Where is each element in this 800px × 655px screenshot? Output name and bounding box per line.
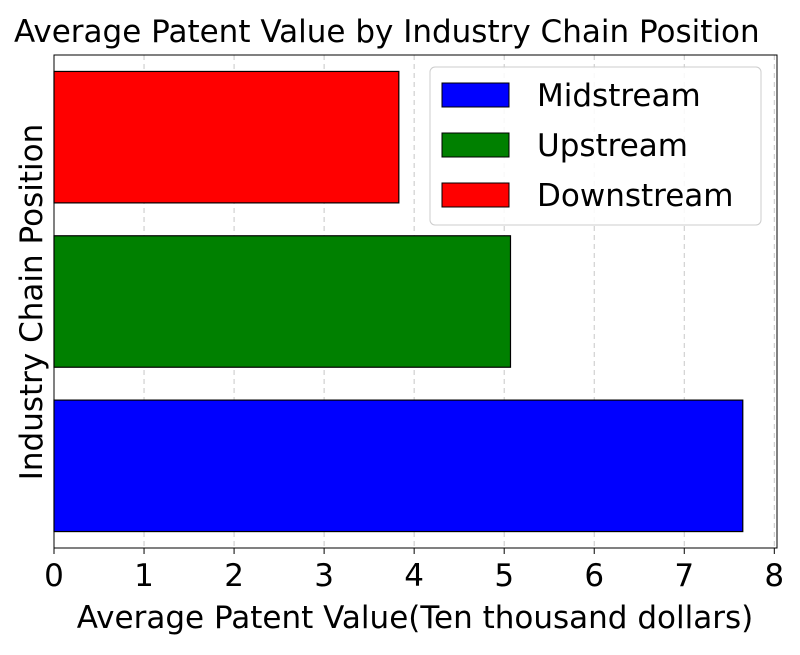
chart-title: Average Patent Value by Industry Chain P… xyxy=(14,14,760,50)
bars xyxy=(53,70,744,533)
legend-label: Upstream xyxy=(537,128,688,164)
x-tick-label: 7 xyxy=(674,558,694,594)
x-tick-label: 0 xyxy=(44,558,64,594)
legend-label: Downstream xyxy=(537,178,733,214)
x-tick-label: 8 xyxy=(764,558,784,594)
bar-upstream xyxy=(53,235,512,368)
legend-box xyxy=(429,66,762,226)
legend-swatch-midstream xyxy=(441,82,510,108)
legend: Midstream Upstream Downstream xyxy=(429,66,762,226)
x-tick-label: 3 xyxy=(314,558,334,594)
x-tick-label: 2 xyxy=(224,558,244,594)
x-tick-label: 4 xyxy=(404,558,424,594)
x-tick-label: 1 xyxy=(134,558,154,594)
plot-frame xyxy=(53,54,778,549)
bar-midstream xyxy=(53,399,744,533)
x-tick-label: 5 xyxy=(494,558,514,594)
legend-swatch-downstream xyxy=(441,182,510,208)
bar-downstream xyxy=(53,70,400,204)
x-tick-label: 6 xyxy=(584,558,604,594)
y-axis-label: Industry Chain Position xyxy=(14,124,50,480)
x-axis-label: Average Patent Value(Ten thousand dollar… xyxy=(77,600,753,636)
x-axis-ticks: 0 1 2 3 4 5 6 7 8 xyxy=(44,548,784,594)
legend-swatch-upstream xyxy=(441,132,510,158)
legend-label: Midstream xyxy=(537,78,701,114)
